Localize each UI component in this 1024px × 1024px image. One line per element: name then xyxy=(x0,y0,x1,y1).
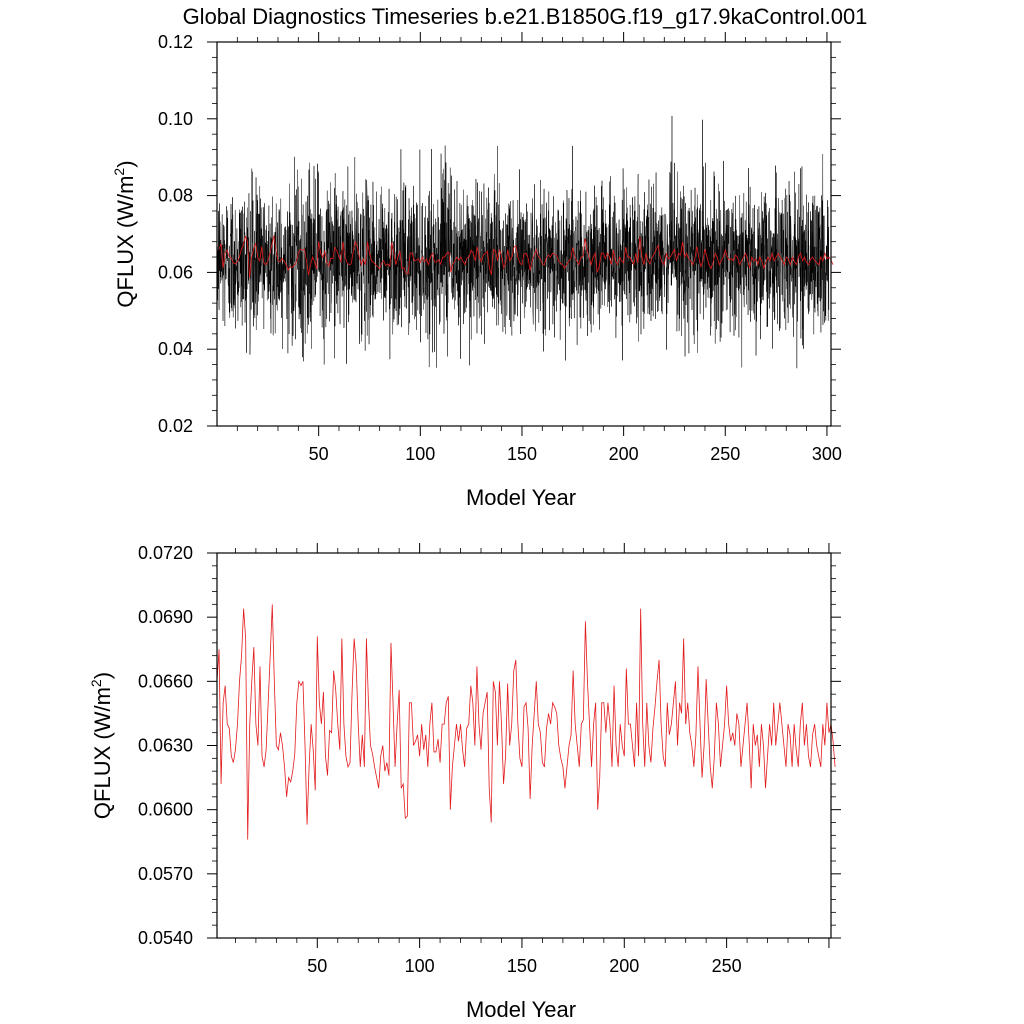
y-axis-label: QFLUX (W/m2) xyxy=(88,672,115,819)
y-tick-label: 0.0690 xyxy=(138,607,193,627)
x-tick-label: 100 xyxy=(405,444,435,464)
x-tick-label: 50 xyxy=(309,444,329,464)
y-tick-label: 0.12 xyxy=(158,32,193,52)
series-annual-mean-line xyxy=(218,234,834,278)
x-axis-label: Model Year xyxy=(466,997,576,1022)
x-tick-label: 250 xyxy=(712,956,742,976)
x-axis-label: Model Year xyxy=(466,485,576,510)
y-tick-label: 0.10 xyxy=(158,109,193,129)
y-tick-label: 0.0540 xyxy=(138,928,193,948)
y-tick-label: 0.0600 xyxy=(138,800,193,820)
x-tick-label: 150 xyxy=(507,956,537,976)
y-tick-label: 0.06 xyxy=(158,262,193,282)
y-tick-label: 0.02 xyxy=(158,416,193,436)
x-tick-label: 150 xyxy=(507,444,537,464)
x-tick-label: 200 xyxy=(609,444,639,464)
plot-frame xyxy=(216,552,832,939)
series-monthly-line xyxy=(216,115,830,369)
y-tick-label: 0.0630 xyxy=(138,736,193,756)
figure-title: Global Diagnostics Timeseries b.e21.B185… xyxy=(183,4,868,29)
y-tick-label: 0.08 xyxy=(158,186,193,206)
y-tick-label: 0.0720 xyxy=(138,543,193,563)
y-tick-label: 0.04 xyxy=(158,339,193,359)
y-tick-label: 0.0660 xyxy=(138,671,193,691)
x-tick-label: 300 xyxy=(812,444,842,464)
x-tick-label: 50 xyxy=(307,956,327,976)
x-tick-label: 100 xyxy=(405,956,435,976)
y-tick-label: 0.0570 xyxy=(138,864,193,884)
bottom-panel: 0.0540 0.0570 0.0600 0.0630 0.0660 0.0690 0.07… xyxy=(88,543,841,1022)
plot-frame xyxy=(216,41,832,427)
x-tick-label: 200 xyxy=(609,956,639,976)
top-panel: 0.02 0.04 0.06 0.08 0.10 0.12 50 100 150 200 250 30… xyxy=(111,32,842,510)
y-axis-label: QFLUX (W/m2) xyxy=(111,160,138,307)
series-annual-mean-line xyxy=(216,604,836,840)
x-tick-label: 250 xyxy=(710,444,740,464)
